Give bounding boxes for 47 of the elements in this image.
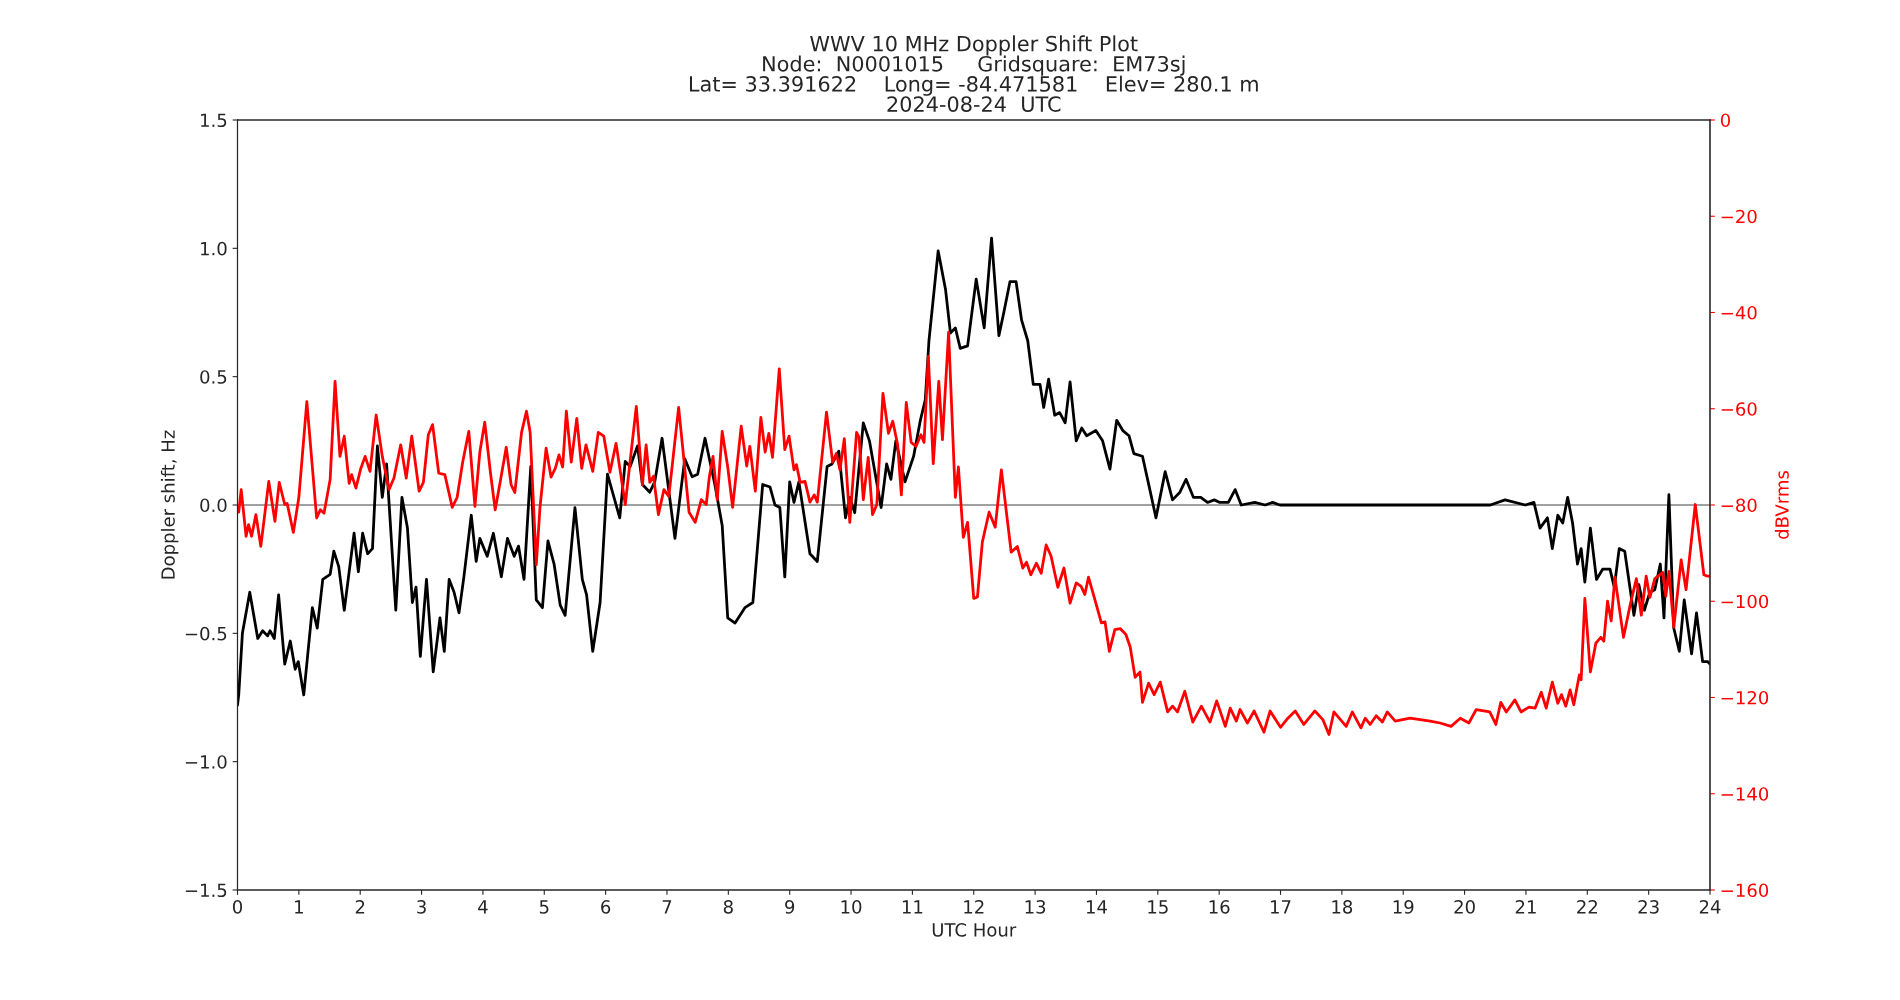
x-tick-label: 1 bbox=[295, 900, 303, 914]
x-tick-label: 24 bbox=[1699, 900, 1721, 914]
y2-tick-label: −140 bbox=[1721, 787, 1769, 801]
y2-tick-label: −40 bbox=[1721, 305, 1757, 320]
y2-tick-label: −160 bbox=[1721, 883, 1769, 898]
x-tick-label: 13 bbox=[1025, 900, 1046, 914]
x-tick-label: 18 bbox=[1332, 900, 1353, 914]
y2-tick-label: −100 bbox=[1721, 594, 1769, 609]
y2-tick-label: 0 bbox=[1720, 113, 1731, 128]
x-tick-label: 19 bbox=[1393, 900, 1414, 914]
x-tick-label: 9 bbox=[785, 900, 795, 914]
x-tick-label: 17 bbox=[1271, 900, 1291, 914]
y2-axis-title: dBVrms bbox=[1774, 471, 1789, 539]
y-tick-label: −1.5 bbox=[185, 883, 227, 898]
x-tick-label: 6 bbox=[601, 900, 611, 914]
y-tick-label: 0.0 bbox=[200, 498, 227, 513]
chart-title: WWV 10 MHz Doppler Shift Plot Node: N0001015 Gridsquare: EM73sj Lat= 33.391622 Long= -84.471581 Elev= 280.1 m 2024-08-24 UTC bbox=[689, 35, 1258, 112]
y2-tick-label: −120 bbox=[1721, 690, 1769, 705]
x-tick-label: 3 bbox=[417, 900, 426, 914]
x-tick-label: 2 bbox=[355, 900, 365, 914]
x-tick-label: 10 bbox=[841, 900, 862, 914]
y-tick-label: −1.0 bbox=[185, 755, 227, 769]
x-tick-label: 4 bbox=[478, 900, 488, 914]
x-tick-label: 11 bbox=[902, 900, 923, 914]
y-tick-label: 1.5 bbox=[201, 113, 227, 128]
x-tick-label: 22 bbox=[1577, 900, 1597, 914]
y-tick-label: 0.5 bbox=[200, 370, 227, 384]
x-tick-label: 14 bbox=[1086, 900, 1107, 914]
x-tick-label: 0 bbox=[232, 900, 243, 914]
y2-tick-label: −20 bbox=[1721, 209, 1757, 224]
y-tick-label: −0.5 bbox=[185, 626, 227, 641]
line-series bbox=[237, 330, 1710, 736]
x-axis-title: UTC Hour bbox=[932, 923, 1017, 937]
y-axis-title: Doppler shift, Hz bbox=[160, 430, 179, 579]
x-tick-label: 8 bbox=[723, 900, 733, 914]
x-tick-label: 12 bbox=[964, 900, 984, 914]
x-tick-label: 23 bbox=[1638, 900, 1659, 914]
y2-tick-label: −60 bbox=[1721, 402, 1757, 416]
y-tick-label: 1.0 bbox=[201, 241, 227, 256]
x-tick-label: 16 bbox=[1209, 900, 1230, 914]
x-tick-label: 21 bbox=[1515, 900, 1536, 914]
x-tick-label: 15 bbox=[1148, 900, 1168, 914]
x-tick-label: 5 bbox=[539, 900, 549, 914]
line-series bbox=[237, 236, 1710, 707]
x-tick-label: 7 bbox=[662, 900, 672, 914]
y2-tick-label: −80 bbox=[1721, 498, 1757, 513]
x-tick-label: 20 bbox=[1454, 900, 1475, 914]
